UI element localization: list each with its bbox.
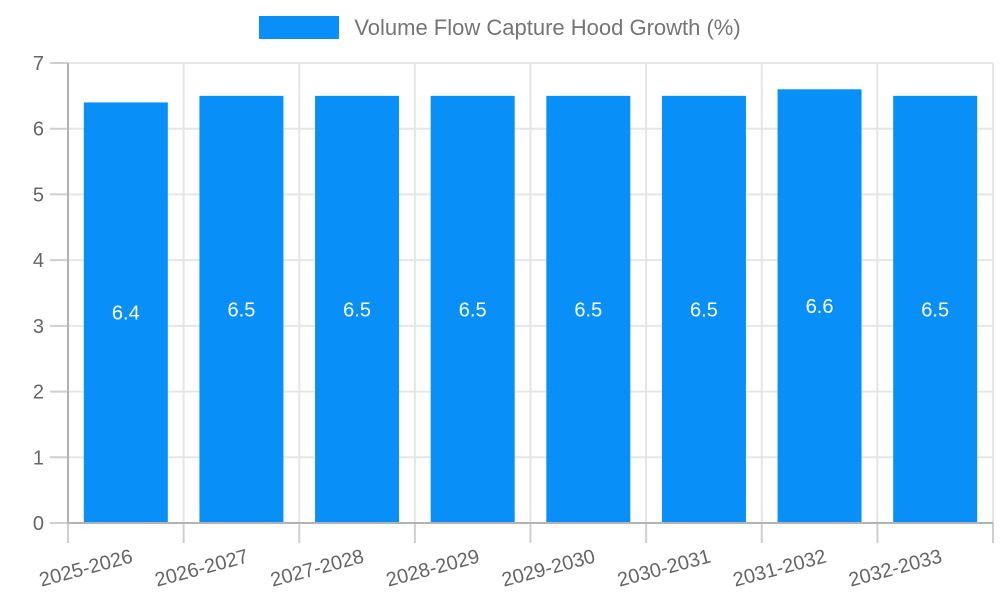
bar-value-label: 6.6 <box>806 296 834 318</box>
bar-value-label: 6.4 <box>112 303 140 325</box>
bar-value-label: 6.5 <box>343 299 371 321</box>
x-tick-label: 2032-2033 <box>846 546 944 592</box>
y-tick-label: 1 <box>33 447 44 469</box>
y-tick-label: 3 <box>33 316 44 338</box>
bar-2031-2032[interactable] <box>777 89 862 524</box>
bar-2027-2028[interactable] <box>315 95 400 523</box>
bar-2032-2033[interactable] <box>893 95 978 523</box>
y-tick-label: 5 <box>33 184 44 206</box>
bar-value-label: 6.5 <box>228 299 256 321</box>
x-tick-label: 2031-2032 <box>731 546 829 592</box>
bar-2029-2030[interactable] <box>546 95 631 523</box>
chart-legend-item[interactable]: Volume Flow Capture Hood Growth (%) <box>0 16 1000 39</box>
y-tick-label: 0 <box>33 513 44 535</box>
y-tick-label: 7 <box>33 53 44 75</box>
x-tick-label: 2026-2027 <box>153 546 251 592</box>
bar-value-label: 6.5 <box>459 299 487 321</box>
y-tick-label: 4 <box>33 250 44 272</box>
y-tick-label: 6 <box>33 119 44 141</box>
bar-2030-2031[interactable] <box>661 95 746 523</box>
bar-2028-2029[interactable] <box>430 95 515 523</box>
legend-swatch <box>259 16 340 39</box>
x-tick-label: 2027-2028 <box>268 546 366 592</box>
x-tick-label: 2029-2030 <box>500 546 598 592</box>
y-tick-label: 2 <box>33 382 44 404</box>
bar-2025-2026[interactable] <box>83 102 168 523</box>
x-tick-label: 2025-2026 <box>37 546 135 592</box>
bar-value-label: 6.5 <box>921 299 949 321</box>
x-tick-label: 2028-2029 <box>384 546 482 592</box>
legend-label: Volume Flow Capture Hood Growth (%) <box>354 15 741 40</box>
bar-2026-2027[interactable] <box>199 95 284 523</box>
bar-value-label: 6.5 <box>690 299 718 321</box>
x-tick-label: 2030-2031 <box>615 546 713 592</box>
bar-value-label: 6.5 <box>574 299 602 321</box>
